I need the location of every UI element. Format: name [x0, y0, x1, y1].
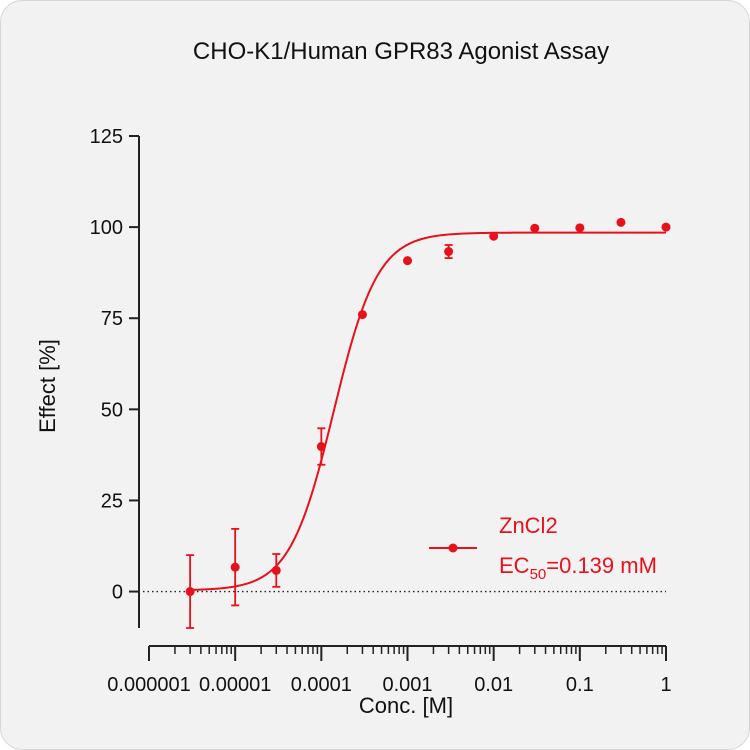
legend: ZnCl2 EC50=0.139 mM	[429, 513, 657, 583]
x-tick-label: 0.1	[566, 674, 594, 696]
y-tick-label: 25	[101, 490, 123, 512]
fit-curve	[190, 231, 666, 591]
chart-title: CHO-K1/Human GPR83 Agonist Assay	[193, 38, 609, 65]
data-point	[271, 565, 281, 575]
legend-ec50: EC50=0.139 mM	[499, 553, 657, 583]
data-point	[185, 587, 195, 597]
data-point	[316, 442, 326, 452]
x-tick-label: 0.01	[474, 674, 513, 696]
data-point	[530, 223, 540, 233]
x-axis: 0.000001 0.00001 0.0001 0.001 0.01 0.1 1	[107, 645, 672, 696]
y-tick-label: 75	[101, 308, 123, 330]
legend-series-name: ZnCl2	[499, 513, 558, 538]
data-point	[403, 256, 412, 266]
x-tick-label: 0.00001	[199, 674, 271, 696]
data-point	[661, 222, 671, 232]
data-point	[444, 247, 454, 257]
y-tick-label: 0	[112, 582, 123, 604]
legend-dot-marker	[448, 543, 458, 553]
x-tick-label: 0.000001	[107, 674, 190, 696]
y-axis: 0 25 50 75 100 125	[90, 126, 140, 628]
ec50-label: EC	[499, 553, 530, 578]
data-point	[489, 231, 499, 241]
x-tick-label: 0.0001	[291, 674, 352, 696]
y-tick-label: 50	[101, 399, 123, 421]
y-axis-label: Effect [%]	[35, 339, 60, 433]
ec50-value: =0.139 mM	[546, 553, 657, 578]
y-tick-label: 100	[90, 217, 123, 239]
ec50-subscript: 50	[530, 566, 547, 583]
data-points	[185, 217, 671, 629]
x-tick-label: 0.001	[382, 674, 432, 696]
data-point	[357, 310, 367, 320]
y-tick-label: 125	[90, 126, 123, 148]
data-point	[575, 223, 585, 233]
data-point	[230, 562, 240, 572]
x-tick-label: 1	[660, 674, 671, 696]
data-point	[616, 217, 626, 227]
x-axis-label: Conc. [M]	[359, 693, 453, 718]
